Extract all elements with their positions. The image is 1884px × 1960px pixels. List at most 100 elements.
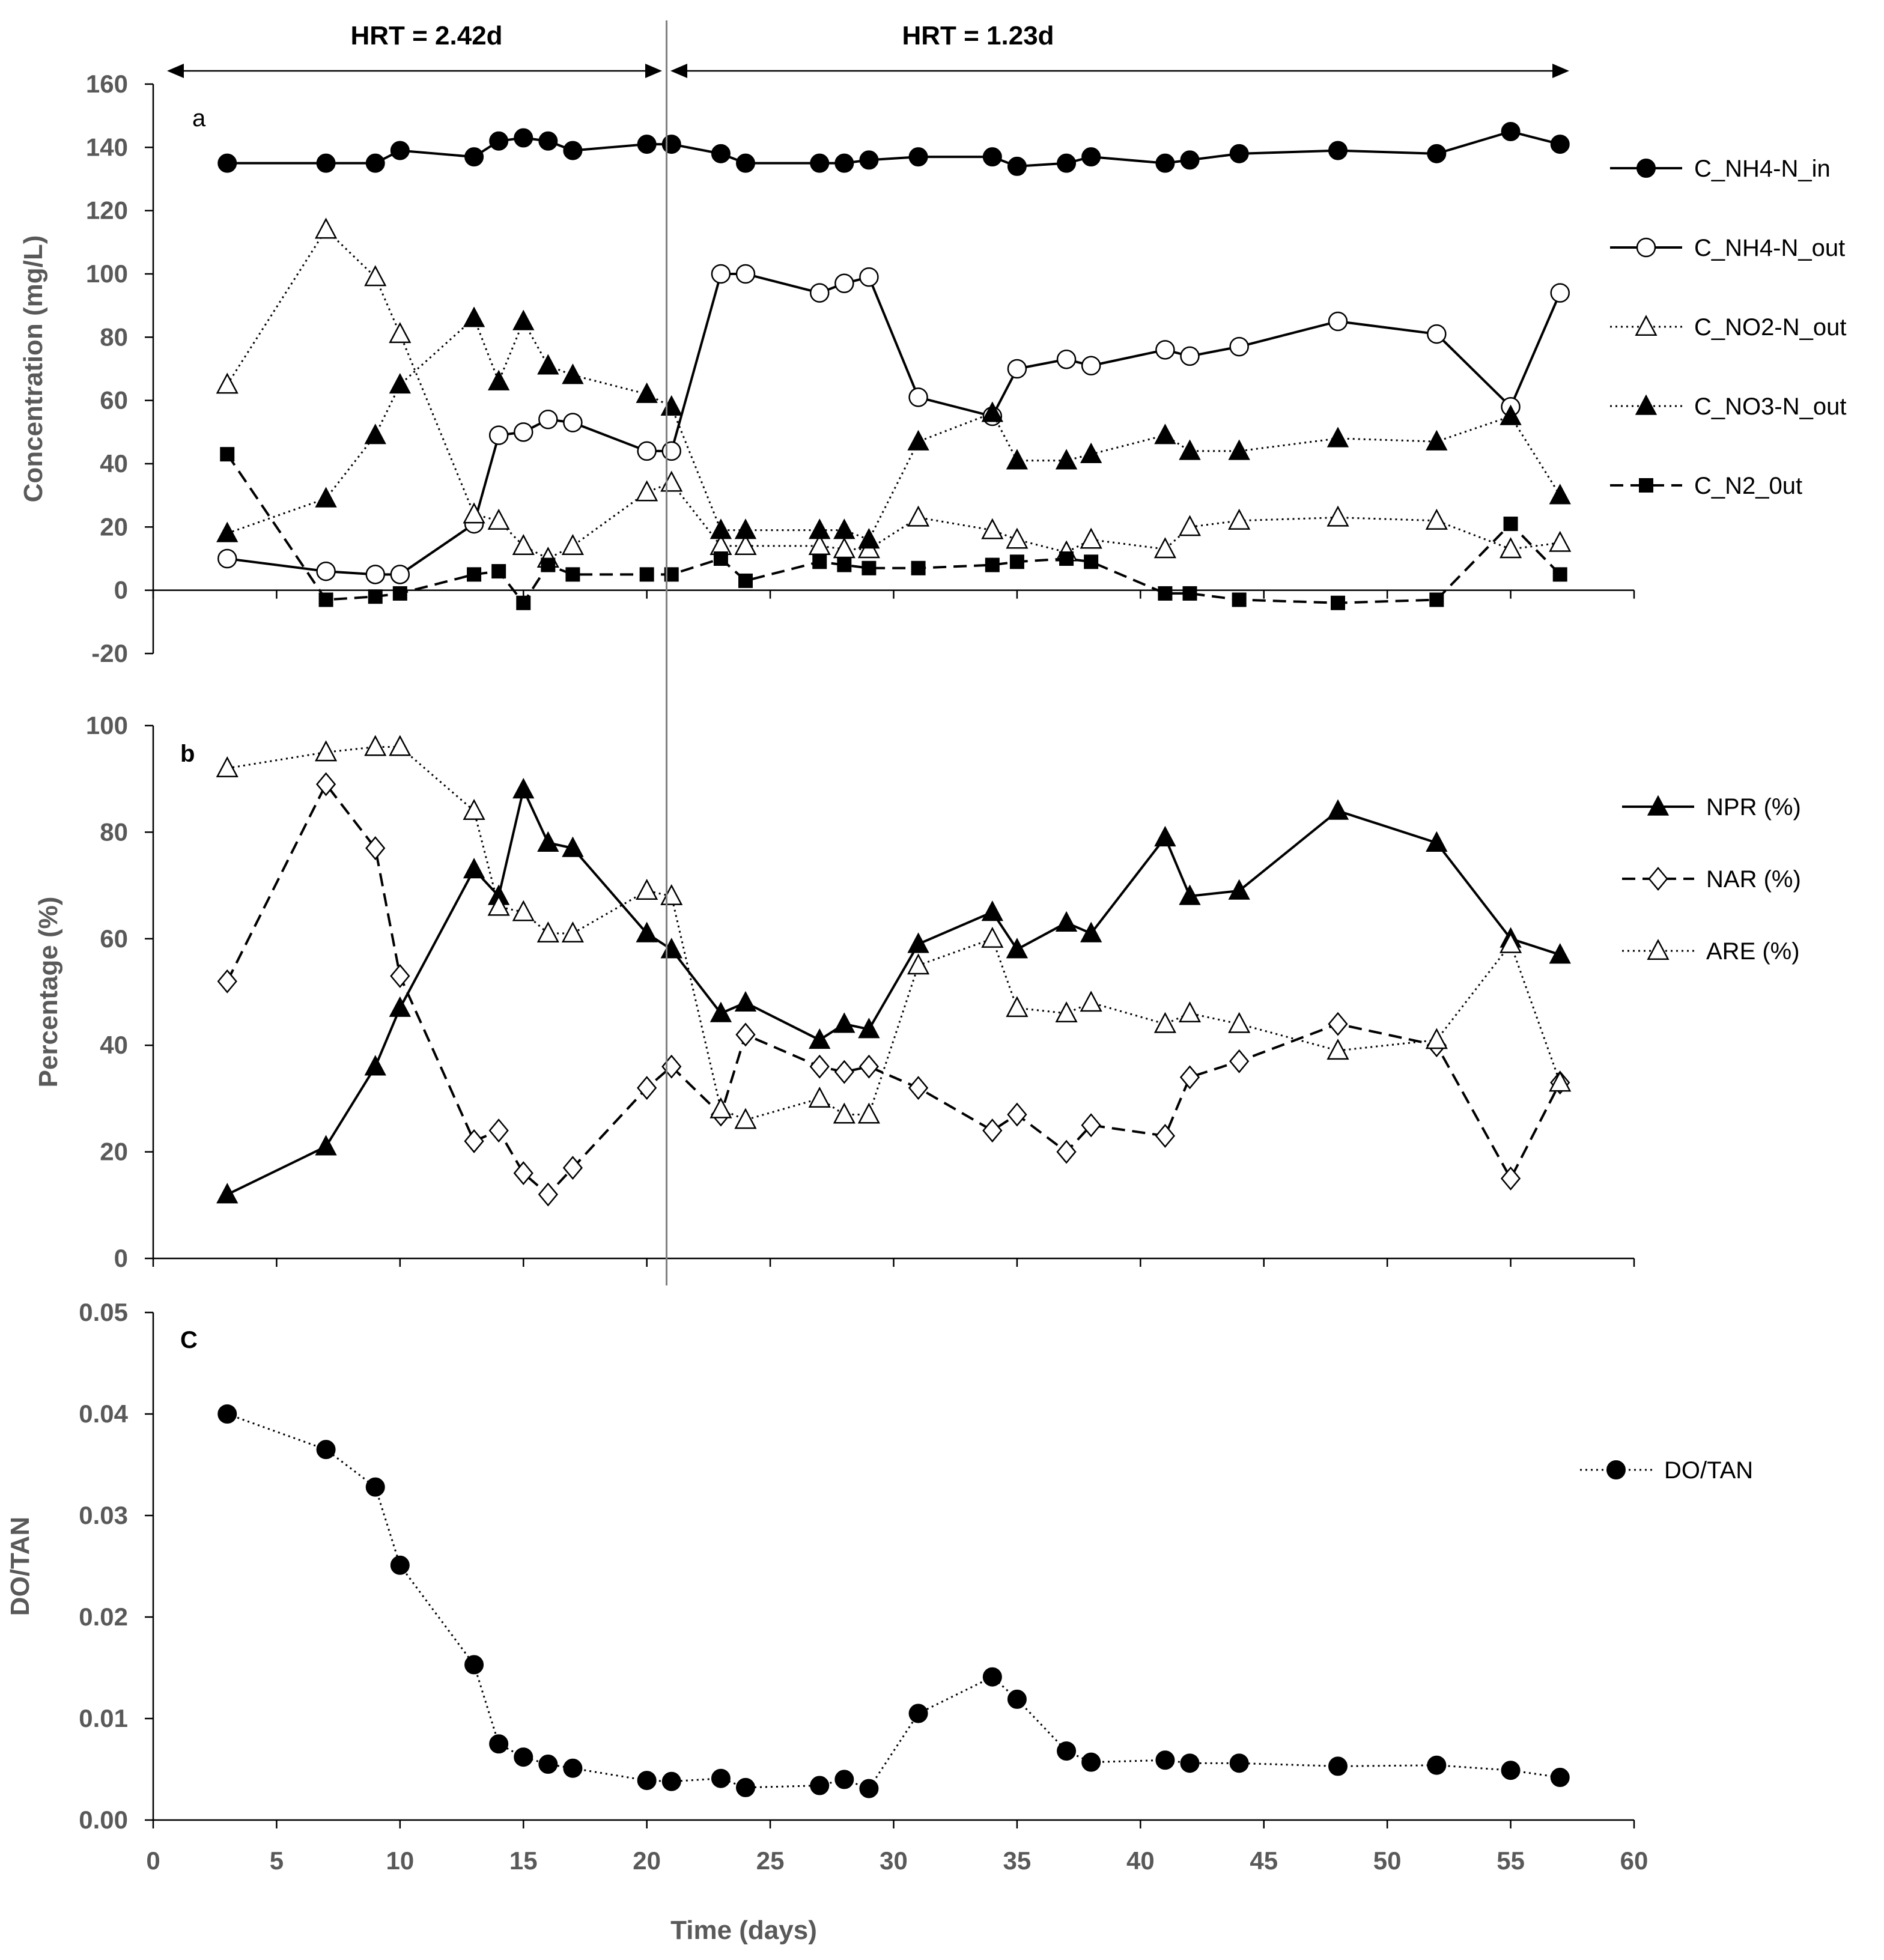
x-tick-label: 25 <box>756 1846 785 1875</box>
y-tick-label: 60 <box>100 386 128 414</box>
data-point <box>563 1758 583 1778</box>
data-point <box>1007 156 1027 176</box>
legend-label: NAR (%) <box>1706 866 1801 893</box>
data-point <box>1500 932 1522 953</box>
data-point <box>834 1060 854 1084</box>
data-point <box>1549 484 1571 505</box>
data-point <box>837 557 852 572</box>
data-point <box>834 153 854 173</box>
panel-a: -20 0 20 40 60 80 100 120 140 160 a Concentration (… <box>19 70 1635 667</box>
data-point <box>858 528 880 549</box>
data-point <box>981 401 1003 422</box>
data-point <box>808 534 831 555</box>
data-point <box>1229 1049 1250 1073</box>
legend-marker <box>1635 394 1658 415</box>
data-point <box>1179 884 1201 905</box>
legend-label: C_NH4-N_out <box>1694 235 1845 261</box>
data-point <box>911 560 926 575</box>
series-npr- <box>216 778 1571 1204</box>
data-point <box>1549 530 1572 552</box>
data-point <box>1180 1753 1200 1773</box>
hrt-right-arrowhead-right <box>1552 64 1569 78</box>
data-point <box>981 926 1004 948</box>
legend-label: DO/TAN <box>1664 1457 1753 1484</box>
data-point <box>1228 879 1250 900</box>
series-are- <box>216 735 1572 1129</box>
data-point <box>220 447 235 462</box>
data-point <box>857 1102 880 1124</box>
x-tick-label: 55 <box>1497 1846 1525 1875</box>
data-point <box>1328 1012 1348 1036</box>
data-point <box>1007 1689 1027 1709</box>
data-point <box>1232 592 1247 607</box>
data-point <box>636 921 658 942</box>
data-point <box>858 1018 880 1039</box>
data-point <box>833 537 855 559</box>
data-point <box>710 1001 732 1022</box>
data-point <box>859 1779 879 1798</box>
data-point <box>216 1183 239 1204</box>
panel-letter: a <box>192 105 206 132</box>
data-point <box>1007 1102 1027 1127</box>
data-point <box>833 1012 855 1033</box>
y-tick-label: 0.03 <box>79 1501 128 1529</box>
legend-entry: ARE (%) <box>1622 938 1800 965</box>
data-point <box>1228 1012 1251 1033</box>
data-point <box>1080 527 1102 549</box>
series-line <box>226 783 1561 1196</box>
data-point <box>1057 153 1077 173</box>
data-point <box>364 735 387 756</box>
data-point <box>1326 426 1349 448</box>
series-line <box>227 745 1561 1121</box>
data-point <box>982 1118 1003 1143</box>
x-tick-label: 35 <box>1003 1846 1032 1875</box>
series-line <box>227 130 1561 168</box>
y-tick-label: 120 <box>86 196 128 225</box>
data-point <box>318 592 333 607</box>
data-point <box>1503 517 1518 532</box>
data-point <box>390 565 410 584</box>
data-point <box>1006 996 1029 1018</box>
legend-label: C_NO2-N_out <box>1694 314 1846 341</box>
data-point <box>1084 554 1099 569</box>
hrt-left-arrowhead-left <box>167 64 184 78</box>
data-point <box>463 858 485 879</box>
data-point <box>390 963 410 988</box>
data-point <box>735 264 756 284</box>
data-point <box>907 505 930 527</box>
data-point <box>1178 1001 1202 1023</box>
legend-entry: NAR (%) <box>1622 866 1801 893</box>
hrt-left-label: HRT = 2.42d <box>350 21 502 50</box>
x-tick-label: 30 <box>880 1846 908 1875</box>
data-point <box>985 557 1000 572</box>
data-point <box>1081 147 1101 167</box>
data-point <box>216 521 239 542</box>
x-tick-labels: 0 5 10 15 20 25 30 35 40 45 50 55 60 <box>146 1846 1648 1875</box>
y-axis-title: DO/TAN <box>5 1517 35 1616</box>
data-point <box>1057 1741 1077 1761</box>
data-point <box>487 508 510 530</box>
data-point <box>536 921 559 942</box>
data-point <box>541 557 556 572</box>
data-point <box>364 265 387 287</box>
legend-entry: C_NO3-N_out <box>1610 393 1846 420</box>
data-point <box>512 778 535 799</box>
data-point <box>1155 1124 1176 1148</box>
data-point <box>538 131 558 151</box>
data-point <box>907 953 930 975</box>
data-point <box>1549 1070 1572 1092</box>
data-point <box>217 153 237 173</box>
data-point <box>1179 1065 1200 1090</box>
data-point <box>1080 991 1102 1012</box>
legend-label: ARE (%) <box>1706 938 1800 965</box>
data-point <box>808 1086 831 1108</box>
y-tick-label: 0.00 <box>79 1806 128 1834</box>
data-point <box>1501 1761 1521 1780</box>
data-point <box>464 147 484 167</box>
data-point <box>315 740 338 762</box>
y-tick-label: 80 <box>100 323 128 351</box>
data-point <box>1055 449 1078 470</box>
data-point <box>514 128 533 148</box>
data-point <box>735 1022 756 1047</box>
